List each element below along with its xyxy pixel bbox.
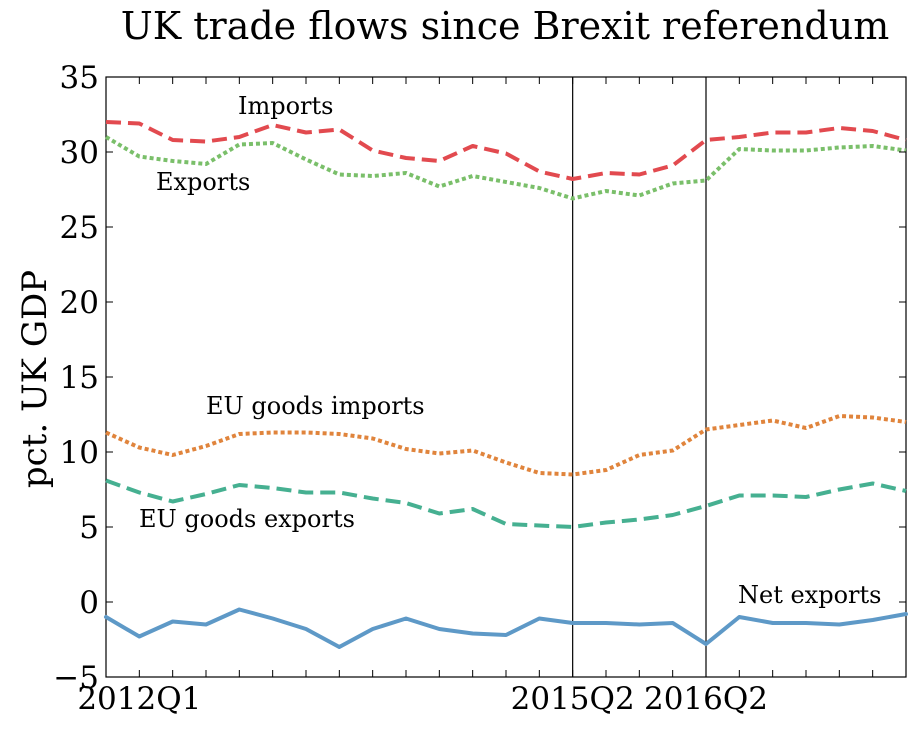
y-tick-label-5: 20 [60,285,99,321]
series-line-0 [105,120,907,181]
y-ticks: −5 0 5 10 15 20 25 30 35 [53,60,906,696]
x-ticks: 2012Q1 2015Q2 2016Q2 [77,77,907,717]
y-axis-label: pct. UK GDP [15,270,55,488]
y-tick-label-2: 5 [79,510,99,546]
annotation-eu-goods-exports: EU goods exports [139,505,355,533]
chart-title: UK trade flows since Brexit referendum [121,4,889,48]
series-line-1 [104,135,907,201]
y-tick-label-0: −5 [53,660,99,696]
y-tick-label-1: 0 [79,585,99,621]
y-tick-label-3: 10 [60,435,99,471]
series-annotations: Imports Exports EU goods imports EU good… [139,92,881,609]
series-lines [104,120,908,649]
annotation-eu-goods-imports: EU goods imports [206,392,425,420]
annotation-exports: Exports [156,168,250,196]
annotation-net-exports: Net exports [738,581,881,609]
annotation-imports: Imports [238,92,333,120]
y-tick-label-7: 30 [60,135,99,171]
x-tick-label-1: 2015Q2 [511,681,635,717]
y-tick-label-6: 25 [60,210,99,246]
series-line-3 [105,478,907,529]
x-tick-label-0: 2012Q1 [77,681,201,717]
y-tick-label-4: 15 [60,360,99,396]
series-line-2 [105,414,907,477]
series-line-4 [104,607,908,649]
y-tick-label-8: 35 [60,60,99,96]
x-tick-label-2: 2016Q2 [644,681,768,717]
